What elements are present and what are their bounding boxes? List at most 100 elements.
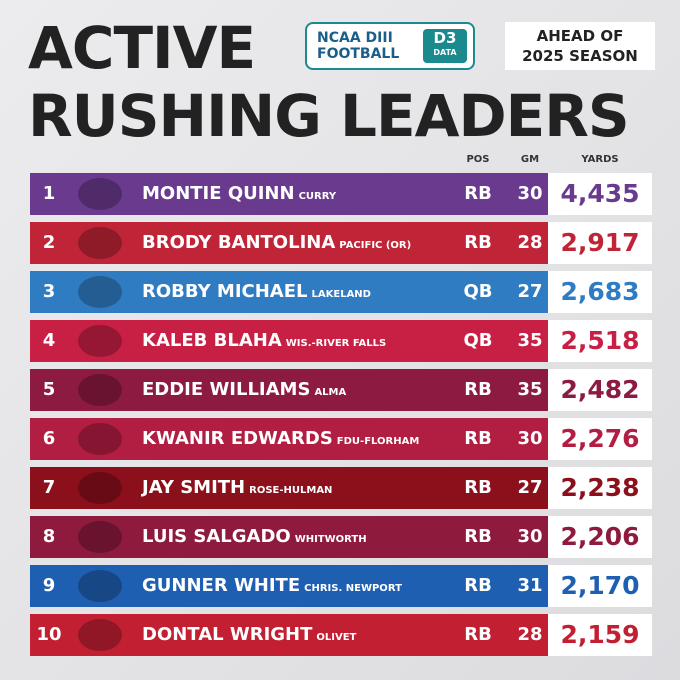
player-name: KALEB BLAHA WIS.-RIVER FALLS — [142, 320, 386, 365]
position: RB — [464, 526, 492, 547]
rank: 10 — [36, 624, 62, 645]
table-row: 7 JAY SMITH ROSE-HULMAN RB 27 2,238 — [30, 467, 652, 509]
name: ROBBY MICHAEL — [142, 281, 308, 302]
column-header: YARDS — [581, 154, 619, 165]
team-logo — [78, 619, 122, 651]
row-bar: 3 ROBBY MICHAEL LAKELAND QB 27 — [30, 271, 548, 313]
player-name: JAY SMITH ROSE-HULMAN — [142, 467, 332, 512]
table-row: 6 KWANIR EDWARDS FDU-FLORHAM RB 30 2,276 — [30, 418, 652, 460]
name: BRODY BANTOLINA — [142, 232, 336, 253]
position: RB — [464, 477, 492, 498]
logo-text: D3 — [433, 29, 457, 47]
school: OLIVET — [316, 632, 357, 643]
player-name: LUIS SALGADO WHITWORTH — [142, 516, 367, 561]
rank: 2 — [42, 232, 56, 253]
name: MONTIE QUINN — [142, 183, 295, 204]
rank: 3 — [42, 281, 56, 302]
school: WHITWORTH — [294, 534, 367, 545]
player-name: ROBBY MICHAEL LAKELAND — [142, 271, 371, 316]
position: RB — [464, 183, 492, 204]
games: 28 — [517, 624, 543, 645]
team-logo — [78, 325, 122, 357]
row-bar: 8 LUIS SALGADO WHITWORTH RB 30 — [30, 516, 548, 558]
table-row: 1 MONTIE QUINN CURRY RB 30 4,435 — [30, 173, 652, 215]
player-name: GUNNER WHITE CHRIS. NEWPORT — [142, 565, 402, 610]
row-bar: 2 BRODY BANTOLINA PACIFIC (OR) RB 28 — [30, 222, 548, 264]
team-logo — [78, 521, 122, 553]
team-logo — [78, 570, 122, 602]
name: EDDIE WILLIAMS — [142, 379, 311, 400]
badge-text: NCAA DIII — [317, 30, 393, 46]
yards: 2,206 — [548, 516, 652, 558]
position: RB — [464, 379, 492, 400]
badge: NCAA DIII FOOTBALL D3 DATA — [305, 22, 475, 70]
yards: 2,683 — [548, 271, 652, 313]
table-row: 9 GUNNER WHITE CHRIS. NEWPORT RB 31 2,170 — [30, 565, 652, 607]
school: ALMA — [314, 387, 347, 398]
games: 27 — [517, 477, 543, 498]
row-bar: 7 JAY SMITH ROSE-HULMAN RB 27 — [30, 467, 548, 509]
rank: 7 — [42, 477, 56, 498]
logo-text: DATA — [433, 48, 457, 57]
column-header: GM — [520, 154, 540, 165]
rank: 5 — [42, 379, 56, 400]
games: 27 — [517, 281, 543, 302]
position: RB — [464, 428, 492, 449]
note-line: 2025 SEASON — [522, 47, 638, 65]
rank: 9 — [42, 575, 56, 596]
school: FDU-FLORHAM — [336, 436, 420, 447]
yards: 2,238 — [548, 467, 652, 509]
yards: 2,518 — [548, 320, 652, 362]
school: WIS.-RIVER FALLS — [285, 338, 387, 349]
title-line: RUSHING LEADERS — [28, 82, 630, 150]
badge-text: FOOTBALL — [317, 46, 400, 62]
table-row: 3 ROBBY MICHAEL LAKELAND QB 27 2,683 — [30, 271, 652, 313]
table-row: 10 DONTAL WRIGHT OLIVET RB 28 2,159 — [30, 614, 652, 656]
name: JAY SMITH — [142, 477, 246, 498]
yards: 2,482 — [548, 369, 652, 411]
name: DONTAL WRIGHT — [142, 624, 313, 645]
team-logo — [78, 374, 122, 406]
school: PACIFIC (OR) — [339, 240, 412, 251]
yards: 2,276 — [548, 418, 652, 460]
position: RB — [464, 624, 492, 645]
games: 28 — [517, 232, 543, 253]
name: GUNNER WHITE — [142, 575, 301, 596]
row-bar: 6 KWANIR EDWARDS FDU-FLORHAM RB 30 — [30, 418, 548, 460]
position: QB — [463, 281, 493, 302]
team-logo — [78, 472, 122, 504]
table-row: 8 LUIS SALGADO WHITWORTH RB 30 2,206 — [30, 516, 652, 558]
row-bar: 5 EDDIE WILLIAMS ALMA RB 35 — [30, 369, 548, 411]
column-header: POS — [466, 154, 490, 165]
yards: 2,917 — [548, 222, 652, 264]
player-name: KWANIR EDWARDS FDU-FLORHAM — [142, 418, 419, 463]
yards: 2,170 — [548, 565, 652, 607]
games: 35 — [517, 330, 543, 351]
position: QB — [463, 330, 493, 351]
name: KALEB BLAHA — [142, 330, 282, 351]
row-bar: 1 MONTIE QUINN CURRY RB 30 — [30, 173, 548, 215]
team-logo — [78, 423, 122, 455]
name: KWANIR EDWARDS — [142, 428, 333, 449]
position: RB — [464, 575, 492, 596]
school: CURRY — [298, 191, 337, 202]
season-note: AHEAD OF 2025 SEASON — [505, 22, 655, 70]
title-line: ACTIVE — [28, 14, 256, 82]
player-name: DONTAL WRIGHT OLIVET — [142, 614, 356, 659]
team-logo — [78, 276, 122, 308]
team-logo — [78, 227, 122, 259]
player-name: BRODY BANTOLINA PACIFIC (OR) — [142, 222, 411, 267]
note-line: AHEAD OF — [536, 27, 624, 45]
table-row: 5 EDDIE WILLIAMS ALMA RB 35 2,482 — [30, 369, 652, 411]
yards: 4,435 — [548, 173, 652, 215]
school: CHRIS. NEWPORT — [304, 583, 402, 594]
position: RB — [464, 232, 492, 253]
row-bar: 10 DONTAL WRIGHT OLIVET RB 28 — [30, 614, 548, 656]
row-bar: 4 KALEB BLAHA WIS.-RIVER FALLS QB 35 — [30, 320, 548, 362]
games: 30 — [517, 526, 543, 547]
table-row: 4 KALEB BLAHA WIS.-RIVER FALLS QB 35 2,518 — [30, 320, 652, 362]
games: 30 — [517, 183, 543, 204]
games: 31 — [517, 575, 543, 596]
player-name: EDDIE WILLIAMS ALMA — [142, 369, 346, 414]
rank: 1 — [42, 183, 56, 204]
